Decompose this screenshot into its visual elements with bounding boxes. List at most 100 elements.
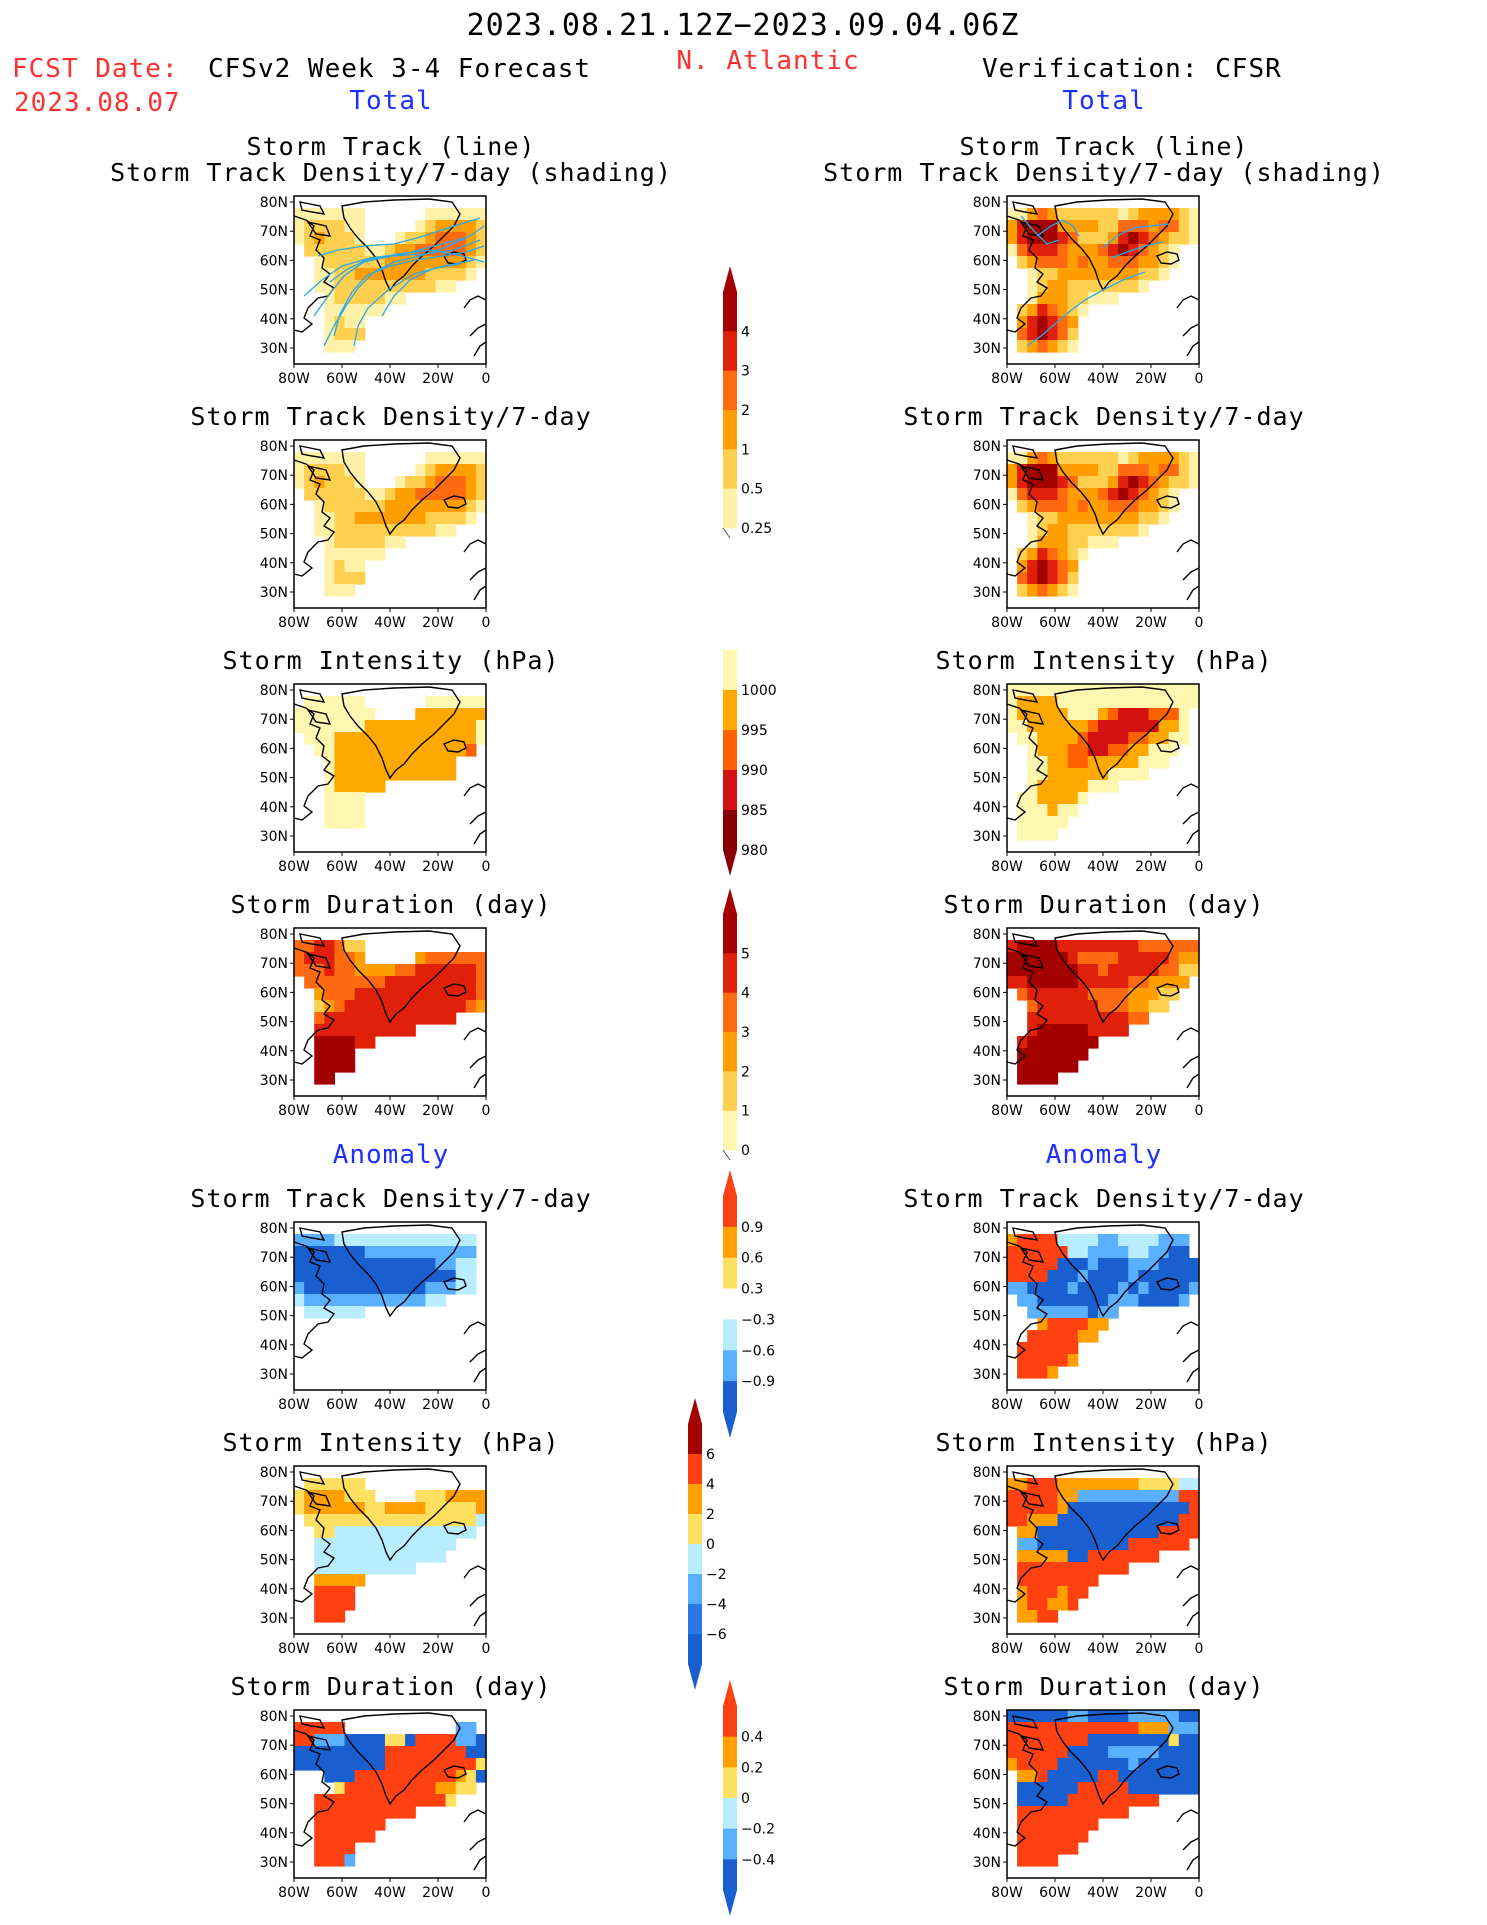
grid-cell bbox=[1097, 940, 1109, 953]
grid-cell bbox=[395, 768, 406, 781]
grid-cell bbox=[1138, 988, 1150, 1001]
colorbar-label: 980 bbox=[741, 843, 768, 859]
grid-cell bbox=[1037, 1282, 1049, 1295]
grid-cell bbox=[465, 708, 477, 721]
grid-cell bbox=[1067, 584, 1079, 597]
grid-cell bbox=[294, 464, 305, 477]
grid-cell bbox=[1027, 256, 1038, 269]
grid-cell bbox=[425, 952, 437, 965]
grid-cell bbox=[1138, 1000, 1150, 1013]
grid-cell bbox=[415, 232, 426, 245]
grid-cell bbox=[1077, 1586, 1089, 1599]
grid-cell bbox=[324, 232, 336, 245]
grid-cell bbox=[395, 1806, 406, 1819]
grid-cell bbox=[1037, 1710, 1049, 1723]
grid-cell bbox=[324, 1048, 336, 1061]
anom-density-colorbar: 0.90.60.3−0.3−0.6−0.9 bbox=[723, 1170, 775, 1438]
grid-cell bbox=[1047, 1048, 1059, 1061]
grid-cell bbox=[1047, 976, 1059, 989]
grid-cell bbox=[1178, 1514, 1190, 1527]
colorbar-arrow-top bbox=[723, 266, 737, 292]
grid-cell bbox=[1067, 1294, 1079, 1307]
grid-cell bbox=[1097, 756, 1109, 769]
grid-cell bbox=[1047, 500, 1059, 513]
grid-cell bbox=[1017, 208, 1028, 221]
grid-cell bbox=[425, 1234, 437, 1247]
grid-cell bbox=[354, 1306, 366, 1319]
grid-cell bbox=[334, 1234, 346, 1247]
grid-cell bbox=[1037, 1330, 1049, 1343]
grid-cell bbox=[1158, 500, 1170, 513]
grid-cell bbox=[354, 1024, 366, 1037]
grid-cell bbox=[1097, 1562, 1109, 1575]
grid-cell bbox=[1027, 1598, 1038, 1611]
lat-tick-label: 50N bbox=[973, 1797, 1001, 1813]
grid-cell bbox=[364, 756, 376, 769]
grid-cell bbox=[1168, 220, 1180, 233]
grid-cell bbox=[1017, 1770, 1028, 1783]
grid-cell bbox=[324, 304, 336, 317]
grid-cell bbox=[1037, 208, 1049, 221]
grid-cell bbox=[1178, 208, 1190, 221]
grid-cell bbox=[364, 500, 376, 513]
grid-cell bbox=[324, 548, 336, 561]
grid-cell bbox=[1138, 732, 1150, 745]
grid-cell bbox=[1128, 1294, 1139, 1307]
grid-cell bbox=[415, 952, 426, 965]
grid-cell bbox=[395, 1282, 406, 1295]
grid-cell bbox=[384, 500, 396, 513]
grid-cell bbox=[1087, 1782, 1099, 1795]
grid-cell bbox=[354, 220, 366, 233]
grid-cell bbox=[1047, 536, 1059, 549]
lon-tick-label: 0 bbox=[482, 615, 491, 631]
grid-cell bbox=[1108, 1538, 1119, 1551]
grid-cell bbox=[1108, 1758, 1119, 1771]
grid-cell bbox=[1148, 696, 1160, 709]
lat-tick-label: 30N bbox=[973, 585, 1001, 601]
grid-cell bbox=[364, 1538, 376, 1551]
grid-cell bbox=[1128, 208, 1139, 221]
grid-cell bbox=[405, 964, 416, 977]
grid-cell bbox=[415, 1270, 426, 1283]
grid-cell bbox=[475, 1746, 487, 1759]
grid-cell bbox=[1007, 488, 1018, 501]
grid-cell bbox=[1047, 1478, 1059, 1491]
grid-cell bbox=[1138, 720, 1150, 733]
grid-cell bbox=[364, 988, 376, 1001]
grid-cell bbox=[1067, 1550, 1079, 1563]
grid-cell bbox=[1138, 1502, 1150, 1515]
grid-cell bbox=[405, 524, 416, 537]
grid-cell bbox=[374, 512, 386, 525]
grid-cell bbox=[1047, 1234, 1059, 1247]
grid-cell bbox=[1067, 1478, 1079, 1491]
grid-cell bbox=[344, 268, 356, 281]
grid-cell bbox=[1057, 328, 1069, 341]
grid-cell bbox=[384, 756, 396, 769]
grid-cell bbox=[1037, 1366, 1049, 1379]
grid-cell bbox=[465, 500, 477, 513]
colorbar-label: −4 bbox=[706, 1597, 727, 1613]
grid-cell bbox=[1027, 940, 1038, 953]
grid-cell bbox=[334, 720, 346, 733]
grid-cell bbox=[1057, 572, 1069, 585]
grid-cell bbox=[1118, 1806, 1129, 1819]
grid-cell bbox=[354, 720, 366, 733]
grid-cell bbox=[1057, 268, 1069, 281]
grid-cell bbox=[364, 1770, 376, 1783]
grid-cell bbox=[324, 708, 336, 721]
grid-cell bbox=[1067, 464, 1079, 477]
colorbar-label: 4 bbox=[741, 986, 750, 1002]
lon-tick-label: 80W bbox=[991, 1885, 1023, 1901]
grid-cell bbox=[435, 1758, 447, 1771]
lon-tick-label: 0 bbox=[1195, 1397, 1204, 1413]
grid-cell bbox=[1017, 696, 1028, 709]
grid-cell bbox=[1017, 452, 1028, 465]
grid-cell bbox=[344, 1234, 356, 1247]
colorbar-label: 0.3 bbox=[741, 1282, 763, 1298]
grid-cell bbox=[384, 1012, 396, 1025]
lon-tick-label: 80W bbox=[991, 1397, 1023, 1413]
grid-cell bbox=[1067, 952, 1079, 965]
grid-cell bbox=[1108, 464, 1119, 477]
